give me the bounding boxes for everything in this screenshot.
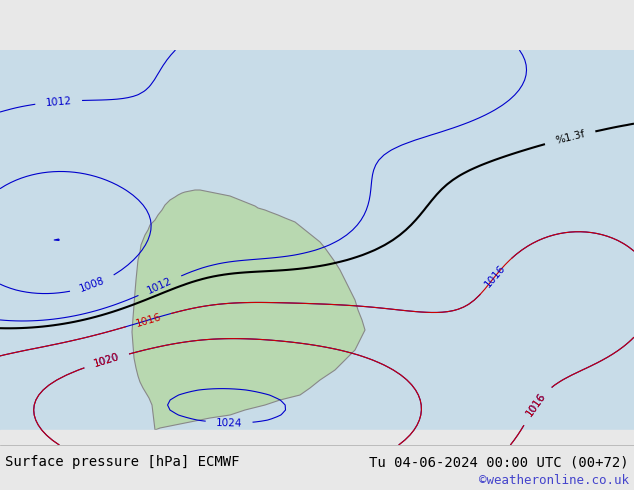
Text: Surface pressure [hPa] ECMWF: Surface pressure [hPa] ECMWF	[5, 455, 240, 469]
Text: 1020: 1020	[93, 352, 120, 369]
Text: ©weatheronline.co.uk: ©weatheronline.co.uk	[479, 473, 629, 487]
Bar	[0, 0, 634, 50]
Text: Tu 04-06-2024 00:00 UTC (00+72): Tu 04-06-2024 00:00 UTC (00+72)	[370, 455, 629, 469]
Polygon shape	[0, 430, 634, 490]
Text: 1012: 1012	[146, 276, 174, 296]
Text: 1008: 1008	[79, 276, 107, 294]
Text: 1020: 1020	[93, 352, 120, 369]
Text: 1012: 1012	[45, 96, 72, 108]
Text: 1016: 1016	[524, 392, 548, 418]
Text: 1016: 1016	[524, 392, 548, 418]
Text: 1024: 1024	[216, 417, 242, 428]
Text: 1016: 1016	[483, 263, 508, 289]
Text: %1.3f: %1.3f	[554, 129, 586, 146]
Bar	[0, 445, 634, 490]
Text: 1016: 1016	[134, 312, 162, 328]
Bar	[0, 50, 634, 445]
Polygon shape	[132, 190, 365, 430]
